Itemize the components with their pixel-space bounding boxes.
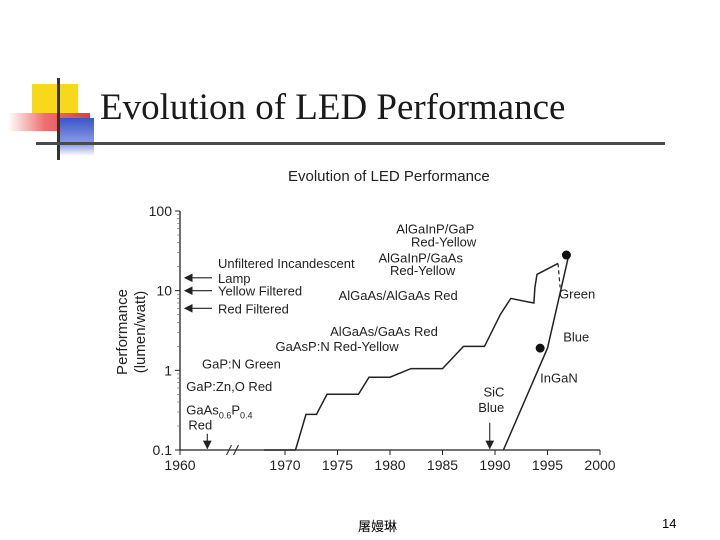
series-line-0 bbox=[264, 262, 559, 451]
x-tick-label: 1960 bbox=[164, 457, 195, 473]
gaasp-label-sub1: 0.6 bbox=[219, 410, 232, 420]
axis-break-mark bbox=[233, 444, 239, 456]
annotation-label: Blue bbox=[563, 330, 589, 345]
annotation-label: AlGaAs/GaAs Red bbox=[330, 324, 438, 339]
blue-square-decoration bbox=[60, 118, 94, 156]
slide-title: Evolution of LED Performance bbox=[100, 87, 566, 128]
x-tick-label: 1995 bbox=[532, 457, 563, 473]
led-performance-chart: Evolution of LED Performance 0.1 1 10 100 196… bbox=[114, 168, 616, 473]
annotation-label: AlGaInP/GaAs bbox=[378, 251, 463, 266]
data-point-marker bbox=[561, 250, 571, 260]
annotation-label: Green bbox=[559, 286, 595, 301]
annotation-label: GaP:N Green bbox=[202, 357, 281, 372]
footer-author: 屠嫚琳 bbox=[358, 519, 398, 534]
x-tick-label: 1980 bbox=[374, 457, 405, 473]
x-tick-label: 1990 bbox=[479, 457, 510, 473]
gaasp-label-sub2: 0.4 bbox=[240, 410, 253, 420]
reference-label: Red Filtered bbox=[218, 301, 289, 316]
reference-label: Lamp bbox=[218, 271, 251, 286]
series-line-1 bbox=[502, 256, 570, 451]
y-tick-label: 10 bbox=[156, 283, 172, 299]
annotation-label: Red-Yellow bbox=[390, 263, 456, 278]
annotation-label: Blue bbox=[478, 400, 504, 415]
page-number: 14 bbox=[662, 516, 677, 531]
y-tick-label: 100 bbox=[149, 203, 173, 219]
annotation-label: Red bbox=[188, 418, 212, 433]
x-tick-label: 1970 bbox=[269, 457, 300, 473]
title-underline bbox=[36, 142, 665, 145]
y-axis-title-units: (lumen/watt) bbox=[132, 291, 149, 374]
x-tick-label: 1985 bbox=[427, 457, 458, 473]
x-tick-label: 2000 bbox=[584, 457, 615, 473]
chart-title: Evolution of LED Performance bbox=[288, 168, 490, 185]
axis-break-mark bbox=[226, 444, 232, 456]
x-tick-label: 1975 bbox=[322, 457, 353, 473]
annotation-label: GaP:Zn,O Red bbox=[186, 379, 272, 394]
annotation-label: AlGaInP/GaP bbox=[396, 222, 474, 237]
annotation-label: AlGaAs/AlGaAs Red bbox=[339, 288, 458, 303]
y-tick-label: 1 bbox=[164, 362, 172, 378]
annotation-label: Red-Yellow bbox=[411, 234, 477, 249]
annotation-label: InGaN bbox=[540, 371, 578, 386]
data-point-marker bbox=[535, 343, 545, 353]
gaasp-label: GaAs0.6P0.4 bbox=[186, 402, 252, 420]
gaasp-label-mid: P bbox=[231, 402, 240, 417]
annotation-label: GaAsP:N Red-Yellow bbox=[276, 339, 400, 354]
dashed-connector bbox=[557, 263, 561, 288]
annotation-label: SiC bbox=[483, 384, 504, 399]
gaasp-label-base: GaAs bbox=[186, 402, 219, 417]
y-tick-label: 0.1 bbox=[153, 442, 173, 458]
y-axis-title: Performance bbox=[114, 289, 131, 375]
reference-label: Yellow Filtered bbox=[218, 284, 302, 299]
reference-label: Unfiltered Incandescent bbox=[218, 256, 355, 271]
vertical-line-decoration bbox=[57, 78, 60, 160]
